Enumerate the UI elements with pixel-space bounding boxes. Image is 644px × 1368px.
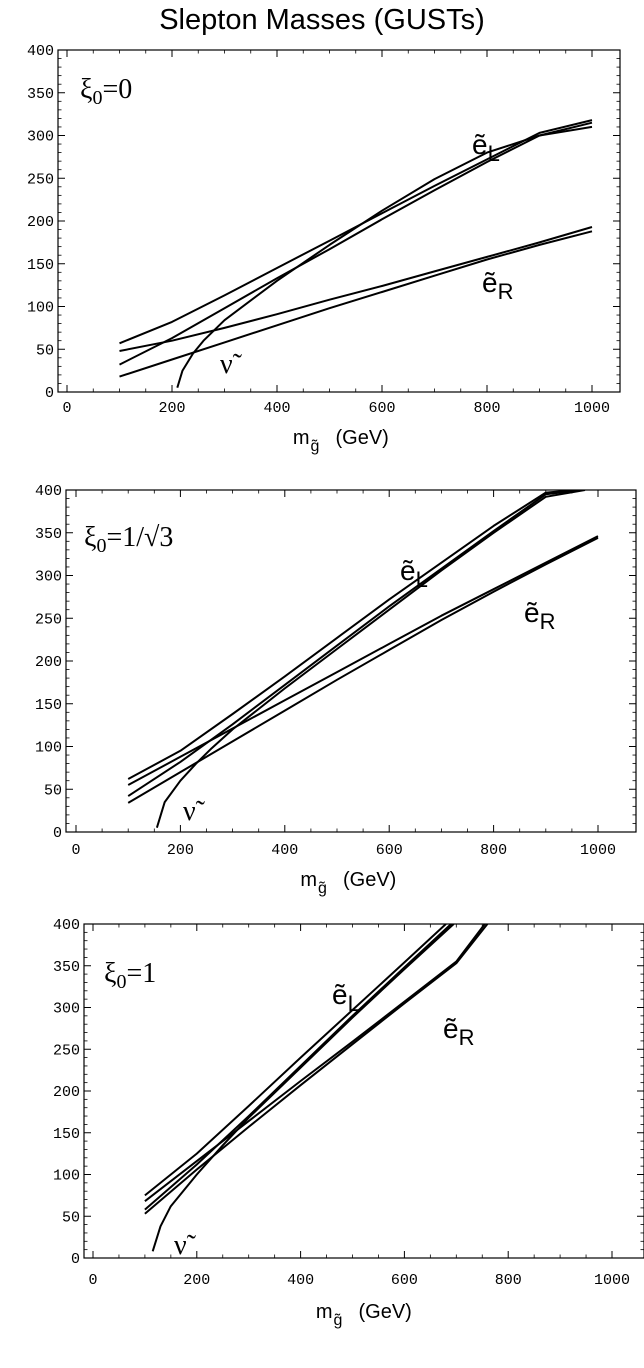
series-line-2 bbox=[144, 924, 452, 1211]
x-tick-label: 600 bbox=[391, 1272, 418, 1289]
series-line-2 bbox=[127, 490, 583, 797]
x-tick-label: 800 bbox=[495, 1272, 522, 1289]
figure-title: Slepton Masses (GUSTs) bbox=[159, 4, 485, 36]
x-axis-label: m bbox=[300, 869, 317, 891]
y-tick-label: 400 bbox=[27, 43, 54, 60]
y-tick-label: 300 bbox=[35, 569, 62, 586]
parameter-label: ξ0=1/√3 bbox=[84, 522, 173, 557]
x-tick-label: 600 bbox=[376, 842, 403, 859]
y-tick-label: 400 bbox=[35, 483, 62, 500]
y-tick-label: 250 bbox=[35, 611, 62, 628]
series-line-3 bbox=[176, 125, 593, 388]
series-line-5 bbox=[127, 537, 599, 804]
x-axis-unit: (GeV) bbox=[359, 1301, 412, 1323]
y-tick-label: 100 bbox=[35, 740, 62, 757]
chart-panel-1: 0 50 100 150 200 250 300 350 400 0 200 400 600 800 100… bbox=[27, 43, 621, 455]
y-tick-label: 300 bbox=[53, 1001, 80, 1018]
y-tick-label: 350 bbox=[53, 959, 80, 976]
selectron-right-label: ẽR bbox=[524, 597, 555, 634]
x-tick-label: 0 bbox=[62, 400, 71, 417]
x-axis-unit: (GeV) bbox=[343, 869, 396, 891]
x-axis-label: m bbox=[316, 1301, 333, 1323]
y-tick-label: 350 bbox=[27, 86, 54, 103]
x-tick-label: 200 bbox=[183, 1272, 210, 1289]
x-tick-label: 1000 bbox=[574, 400, 610, 417]
x-axis-label-sub: g̃ bbox=[311, 438, 320, 455]
parameter-label: ξ0=1 bbox=[104, 958, 156, 993]
series-line-2 bbox=[119, 121, 593, 366]
series-line-4 bbox=[144, 924, 486, 1202]
y-tick-label: 100 bbox=[27, 300, 54, 317]
chart-panel-2: 0 50 100 150 200 250 300 350 400 0 200 400 600 800 100… bbox=[35, 483, 637, 897]
x-axis-unit: (GeV) bbox=[336, 427, 389, 449]
y-tick-label: 400 bbox=[53, 917, 80, 934]
series-group bbox=[144, 924, 489, 1252]
series-line-4 bbox=[119, 226, 593, 352]
y-tick-label: 0 bbox=[71, 1251, 80, 1268]
x-tick-label: 400 bbox=[271, 842, 298, 859]
series-line-4 bbox=[127, 535, 599, 786]
x-axis-label: m bbox=[293, 427, 310, 449]
x-tick-label: 400 bbox=[287, 1272, 314, 1289]
x-tick-label: 400 bbox=[263, 400, 290, 417]
y-tick-label: 200 bbox=[35, 654, 62, 671]
sneutrino-label: ν̃ bbox=[220, 349, 243, 380]
y-tick-label: 250 bbox=[53, 1042, 80, 1059]
y-tick-label: 300 bbox=[27, 129, 54, 146]
x-axis-label-sub: g̃ bbox=[334, 1312, 343, 1329]
selectron-left-label: ẽL bbox=[472, 129, 500, 166]
series-line-1 bbox=[119, 119, 593, 345]
sneutrino-label: ν̃ bbox=[183, 796, 206, 827]
y-tick-label: 50 bbox=[44, 782, 62, 799]
x-tick-label: 800 bbox=[480, 842, 507, 859]
series-line-5 bbox=[119, 230, 593, 378]
y-tick-label: 200 bbox=[53, 1084, 80, 1101]
selectron-left-label: ẽL bbox=[400, 555, 428, 592]
x-tick-label: 600 bbox=[368, 400, 395, 417]
sneutrino-label: ν̃ bbox=[174, 1230, 197, 1261]
series-line-3 bbox=[155, 490, 586, 828]
chart-panel-3: 0 50 100 150 200 250 300 350 400 0 200 400 600 800 100… bbox=[53, 917, 644, 1329]
x-tick-label: 0 bbox=[88, 1272, 97, 1289]
x-tick-label: 800 bbox=[473, 400, 500, 417]
y-tick-label: 350 bbox=[35, 526, 62, 543]
y-tick-label: 0 bbox=[53, 825, 62, 842]
plot-frame bbox=[57, 49, 621, 393]
y-tick-label: 150 bbox=[27, 257, 54, 274]
selectron-right-label: ẽR bbox=[482, 267, 513, 304]
y-tick-label: 150 bbox=[53, 1126, 80, 1143]
y-tick-label: 250 bbox=[27, 171, 54, 188]
x-axis-label-sub: g̃ bbox=[318, 880, 327, 897]
y-tick-label: 150 bbox=[35, 697, 62, 714]
series-line-3 bbox=[151, 924, 455, 1252]
x-tick-label: 200 bbox=[158, 400, 185, 417]
x-tick-label: 0 bbox=[71, 842, 80, 859]
x-tick-label: 1000 bbox=[580, 842, 616, 859]
series-line-5 bbox=[144, 924, 489, 1215]
y-tick-label: 0 bbox=[45, 385, 54, 402]
selectron-left-label: ẽL bbox=[332, 979, 360, 1016]
selectron-right-label: ẽR bbox=[443, 1013, 474, 1050]
y-tick-label: 50 bbox=[36, 342, 54, 359]
series-group bbox=[119, 119, 593, 388]
series-group bbox=[127, 490, 599, 828]
series-line-1 bbox=[127, 490, 578, 780]
x-tick-label: 1000 bbox=[594, 1272, 630, 1289]
parameter-label: ξ0=0 bbox=[80, 74, 132, 109]
y-tick-label: 200 bbox=[27, 214, 54, 231]
series-line-1 bbox=[144, 924, 447, 1197]
x-tick-label: 200 bbox=[167, 842, 194, 859]
y-tick-label: 100 bbox=[53, 1168, 80, 1185]
y-tick-label: 50 bbox=[62, 1209, 80, 1226]
plot-frame bbox=[83, 923, 644, 1259]
